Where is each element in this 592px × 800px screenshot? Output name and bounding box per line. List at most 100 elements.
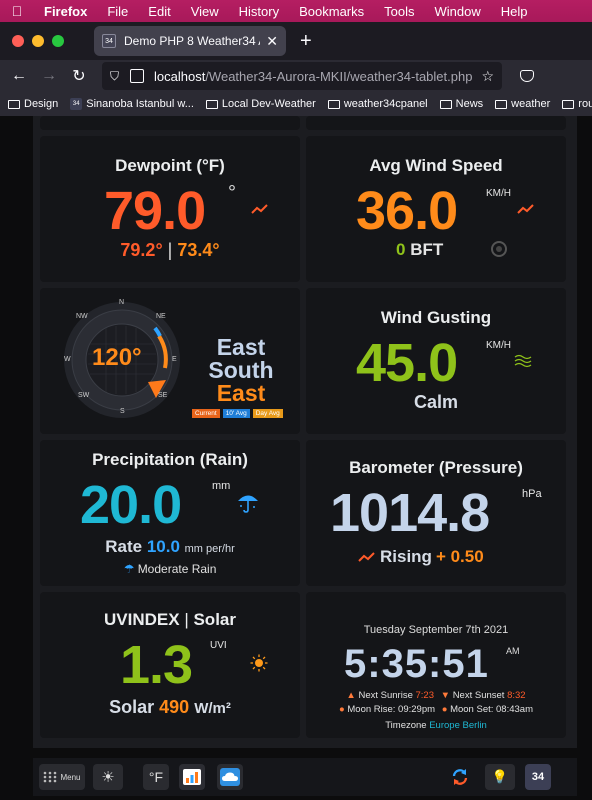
weather34-logo-button[interactable]: 34 — [525, 764, 551, 790]
avg-wind-card[interactable]: Avg Wind Speed 36.0 KM/H 0 BFT — [306, 136, 566, 282]
rain-unit: mm — [212, 480, 231, 492]
wind-gust-value: 45.0 — [356, 333, 458, 393]
navigation-bar: ← → ↻ ⛉ localhost/Weather34-Aurora-MKII/… — [0, 60, 592, 92]
bookmark-design[interactable]: Design — [8, 98, 58, 110]
wind-gust-title: Wind Gusting — [380, 308, 492, 327]
legend-10min-avg: 10' Avg — [222, 409, 250, 418]
rain-rate-unit: mm per/hr — [184, 543, 235, 555]
bookmark-label: weather — [511, 98, 551, 110]
bookmark-label: router — [578, 98, 592, 110]
new-tab-icon[interactable]: + — [300, 29, 312, 52]
bookmark-router[interactable]: router — [562, 98, 592, 110]
charts-button[interactable] — [179, 764, 205, 790]
bookmark-cpanel[interactable]: weather34cpanel — [327, 98, 428, 110]
compass-label-nw: NW — [76, 313, 88, 320]
compass-label-s: S — [120, 408, 125, 415]
forward-arrow-icon[interactable]: → — [41, 67, 57, 84]
compass-label-n: N — [119, 299, 125, 306]
maximize-window-button[interactable] — [52, 35, 64, 47]
card-partial-right — [306, 116, 566, 130]
sunset-value: 8:32 — [507, 690, 526, 701]
menu-firefox[interactable]: Firefox — [44, 3, 88, 19]
dewpoint-title: Dewpoint (°F) — [115, 156, 225, 175]
direction-line-3: East — [216, 380, 266, 406]
close-window-button[interactable] — [12, 35, 24, 47]
compass-label-ne: NE — [156, 313, 166, 320]
avg-wind-unit: KM/H — [486, 188, 511, 199]
barometer-value: 1014.8 — [330, 483, 490, 543]
uv-solar-card[interactable]: UVINDEX | Solar 1.3 UVI Solar 490 W/m² — [40, 592, 300, 738]
reload-icon[interactable]: ↻ — [72, 68, 86, 85]
bookmark-news[interactable]: News — [439, 98, 483, 110]
bft-value: 0 — [396, 240, 406, 259]
tab-title: Demo PHP 8 Weather34 Alterna — [124, 34, 260, 48]
wind-direction-card[interactable]: N NE E SE S SW W NW 120° East South East… — [40, 288, 300, 434]
rain-desc-row: ☂ Moderate Rain — [40, 562, 300, 576]
theme-button[interactable]: ☀ — [93, 764, 123, 790]
back-arrow-icon[interactable]: ← — [11, 67, 27, 84]
wind-gust-card[interactable]: Wind Gusting 45.0 KM/H Calm — [306, 288, 566, 434]
menu-view[interactable]: View — [190, 3, 219, 19]
uv-value: 1.3 — [120, 635, 193, 695]
pocket-icon[interactable] — [520, 70, 534, 82]
folder-icon — [327, 99, 340, 109]
uv-unit: UVI — [210, 640, 227, 651]
bookmark-star-icon[interactable]: ☆ — [481, 67, 494, 84]
wind-waves-icon — [514, 354, 532, 368]
folder-icon — [205, 99, 218, 109]
lightbulb-button[interactable]: 💡 — [485, 764, 515, 790]
rain-rate: Rate 10.0 mm per/hr — [40, 537, 300, 557]
minimize-window-button[interactable] — [32, 35, 44, 47]
sunset-label: Next Sunset — [452, 690, 505, 701]
menu-button[interactable]: Menu — [39, 764, 85, 790]
moonrise-icon: ● — [338, 704, 345, 715]
page-content: Dewpoint (°F) 79.0 ° 79.2° | 73.4° Avg W… — [0, 116, 592, 800]
rain-rate-label: Rate — [105, 537, 143, 556]
browser-tab[interactable]: 34 Demo PHP 8 Weather34 Alterna ✕ — [94, 26, 286, 56]
timezone-value: Europe Berlin — [429, 720, 487, 731]
url-bar[interactable]: ⛉ localhost/Weather34-Aurora-MKII/weathe… — [102, 62, 502, 90]
trend-up-icon — [358, 552, 375, 562]
bottom-toolbar: Menu ☀ °F 💡 — [33, 758, 577, 796]
direction-line-1: East — [216, 334, 266, 360]
dewpoint-unit: ° — [228, 182, 236, 204]
avg-wind-value: 36.0 — [356, 181, 458, 241]
bookmark-weather[interactable]: weather — [495, 98, 550, 110]
barometer-trend: Rising + 0.50 — [358, 547, 484, 567]
sunset-icon: ▼ — [440, 690, 451, 701]
bookmark-local-dev[interactable]: Local Dev-Weather — [205, 98, 316, 110]
menu-file[interactable]: File — [107, 3, 129, 19]
units-toggle-button[interactable]: °F — [143, 764, 169, 790]
menu-history[interactable]: History — [238, 3, 280, 19]
bookmark-sinanoba[interactable]: 34 Sinanoba Istanbul w... — [70, 98, 194, 110]
window-controls — [12, 35, 64, 47]
trend-up-icon — [517, 204, 534, 214]
menu-help[interactable]: Help — [500, 3, 528, 19]
menu-tools[interactable]: Tools — [384, 3, 415, 19]
sunrise-label: Next Sunrise — [358, 690, 413, 701]
refresh-button[interactable] — [447, 764, 473, 790]
rain-title: Precipitation (Rain) — [92, 450, 248, 469]
cloud-icon — [220, 768, 240, 786]
tab-bar: 34 Demo PHP 8 Weather34 Alterna ✕ + — [0, 22, 592, 60]
menu-window[interactable]: Window — [434, 3, 481, 19]
forecast-button[interactable] — [217, 764, 243, 790]
bookmarks-toolbar: Design 34 Sinanoba Istanbul w... Local De… — [0, 92, 592, 116]
compass-label-sw: SW — [78, 392, 90, 399]
clock-card[interactable]: Tuesday September 7th 2021 5:35:51 AM ▲ … — [306, 592, 566, 738]
close-tab-icon[interactable]: ✕ — [266, 32, 278, 49]
apple-icon[interactable]:  — [0, 3, 34, 19]
menu-bookmarks[interactable]: Bookmarks — [299, 3, 365, 19]
compass-degrees: 120° — [92, 344, 142, 371]
rain-desc: Moderate Rain — [137, 562, 217, 576]
menu-edit[interactable]: Edit — [148, 3, 171, 19]
tab-favicon: 34 — [102, 34, 116, 48]
clock-ampm: AM — [506, 646, 520, 656]
shield-icon[interactable]: ⛉ — [110, 69, 120, 83]
menu-label: Menu — [60, 772, 81, 782]
timezone-row: Timezone Europe Berlin — [306, 720, 566, 731]
rain-card[interactable]: Precipitation (Rain) 20.0 mm Rate 10.0 m… — [40, 440, 300, 586]
dewpoint-card[interactable]: Dewpoint (°F) 79.0 ° 79.2° | 73.4° — [40, 136, 300, 282]
barometer-card[interactable]: Barometer (Pressure) 1014.8 hPa Rising +… — [306, 440, 566, 586]
page-info-icon[interactable] — [130, 69, 144, 83]
